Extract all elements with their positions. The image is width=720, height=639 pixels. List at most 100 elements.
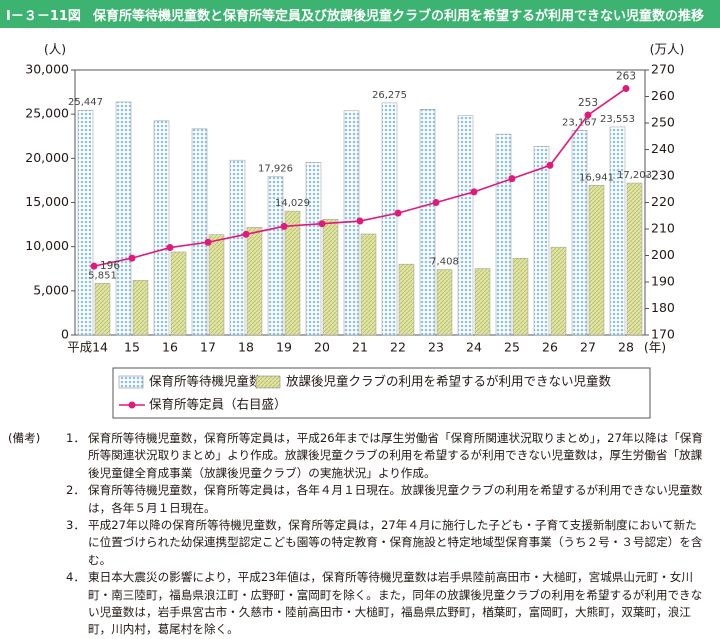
figure-number: Ⅰ－３－11図 — [6, 8, 81, 24]
y2-unit: (万人) — [650, 42, 685, 57]
line-point — [432, 199, 440, 206]
notes: (備考) 1． 保育所等待機児童数，保育所等定員は，平成26年までは厚生労働省「保育… — [8, 430, 708, 639]
bar — [512, 257, 529, 336]
note-text: 東日本大震災の影響により，平成23年値は，保育所等待機児童数は岩手県陸前高田市・… — [88, 570, 703, 637]
note-item: 4． 東日本大震災の影響により，平成23年値は，保育所等待機児童数は岩手県陸前高田… — [66, 569, 708, 639]
value-label: 16,941 — [579, 172, 614, 183]
y-tick-label: 10,000 — [25, 238, 69, 253]
line-point — [204, 238, 212, 246]
bar — [474, 268, 491, 336]
y-tick-label: 20,000 — [25, 150, 69, 165]
y2-tick-label: 190 — [651, 274, 675, 289]
line-point — [280, 222, 288, 230]
line-point — [356, 217, 364, 225]
chart: 0 5,000 10,000 15,000 20,000 25,000 30,000 170 1… — [25, 42, 685, 419]
note-item: 1． 保育所等待機児童数，保育所等定員は，平成26年までは厚生労働省「保育所関連状… — [66, 430, 708, 482]
y2-tick-label: 250 — [651, 115, 675, 130]
y2-tick-label: 180 — [651, 300, 675, 315]
x-tick-label: 27 — [580, 340, 596, 355]
y-tick-label: 5,000 — [33, 282, 69, 297]
x-tick-label: 17 — [200, 340, 216, 355]
legend-swatch — [118, 375, 144, 389]
bar — [609, 126, 626, 336]
note-item: 2． 保育所等待機児童数，保育所等定員は，各年４月１日現在。放課後児童クラブの利用… — [66, 482, 708, 517]
value-label: 26,275 — [372, 90, 407, 101]
line-point — [394, 209, 402, 217]
y2-tick-label: 240 — [651, 141, 675, 156]
bar — [94, 283, 111, 336]
plot-frame — [74, 69, 646, 336]
line-point — [318, 220, 326, 228]
legend-label: 保育所等待機児童数 — [149, 374, 262, 389]
value-label: 253 — [578, 97, 598, 109]
line-point — [584, 111, 592, 119]
legend-marker — [128, 401, 136, 409]
bar — [457, 115, 474, 336]
x-tick-label: 18 — [238, 340, 254, 355]
bar — [132, 280, 149, 336]
line-point — [90, 262, 98, 270]
y-tick-label: 25,000 — [25, 106, 69, 121]
x-tick-label: 20 — [314, 340, 330, 355]
bar — [360, 233, 377, 336]
value-label: 23,553 — [600, 114, 635, 125]
bar — [343, 110, 360, 336]
x-tick-label: 15 — [124, 340, 140, 355]
legend-label: 放課後児童クラブの利用を希望するが利用できない児童数 — [286, 374, 612, 389]
note-number: 2． — [66, 483, 85, 498]
x-tick-label: 19 — [276, 340, 292, 355]
y2-tick-label: 220 — [651, 194, 675, 209]
x-tick-label: 25 — [504, 340, 520, 355]
line-point — [166, 244, 174, 252]
bar — [170, 251, 187, 336]
y2-tick-label: 170 — [651, 327, 675, 342]
line-point — [128, 254, 136, 262]
value-label: 17,203 — [617, 170, 652, 181]
x-tick-label: 23 — [428, 340, 444, 355]
legend-swatch — [255, 375, 281, 389]
bar — [626, 182, 643, 336]
bar — [305, 162, 322, 336]
value-label: 17,926 — [258, 164, 293, 175]
y-tick-label: 0 — [61, 327, 69, 342]
x-tick-label: 28 — [618, 340, 634, 355]
note-item: 3． 平成27年以降の保育所等待機児童数，保育所等定員は，27年４月に施行した子ど… — [66, 517, 708, 569]
bar — [571, 130, 588, 336]
value-label: 7,408 — [430, 257, 459, 268]
bar — [191, 128, 208, 336]
value-label: 14,029 — [275, 198, 310, 209]
bar — [246, 227, 263, 336]
note-number: 4． — [66, 570, 85, 585]
bar — [284, 210, 301, 336]
y-tick-label: 15,000 — [25, 194, 69, 209]
x-tick-label: 24 — [466, 340, 482, 355]
x-tick-label: 平成14 — [67, 340, 108, 355]
y2-tick-label: 270 — [651, 62, 675, 77]
note-text: 平成27年以降の保育所等待機児童数，保育所等定員は，27年４月に施行した子ども・… — [88, 518, 703, 567]
value-label: 5,851 — [88, 270, 117, 281]
legend-label: 保育所等定員（右目盛） — [149, 397, 287, 412]
value-label: 25,447 — [68, 97, 103, 108]
bar — [533, 145, 550, 336]
y2-tick-label: 230 — [651, 168, 675, 183]
bar — [398, 263, 415, 336]
value-label: 196 — [100, 260, 120, 272]
bar — [419, 109, 436, 336]
line-point — [546, 161, 554, 169]
x-unit: (年) — [644, 340, 666, 355]
bar — [550, 246, 567, 336]
note-text: 保育所等待機児童数，保育所等定員は，平成26年までは厚生労働省「保育所関連状況取… — [88, 431, 703, 480]
bar — [77, 109, 94, 336]
bar — [229, 159, 246, 336]
x-tick-label: 26 — [542, 340, 558, 355]
bar — [588, 185, 605, 336]
x-tick-label: 16 — [162, 340, 178, 355]
x-tick-label: 21 — [352, 340, 368, 355]
line-point — [508, 175, 516, 183]
header: Ⅰ－３－11図 保育所等待機児童数と保育所等定員及び放課後児童クラブの利用を希望す… — [0, 0, 720, 28]
x-tick-label: 22 — [390, 340, 406, 355]
note-text: 保育所等待機児童数，保育所等定員は，各年４月１日現在。放課後児童クラブの利用を希… — [88, 483, 703, 515]
y-unit: (人) — [44, 42, 66, 57]
y2-tick-label: 210 — [651, 221, 675, 236]
bar — [322, 219, 339, 336]
